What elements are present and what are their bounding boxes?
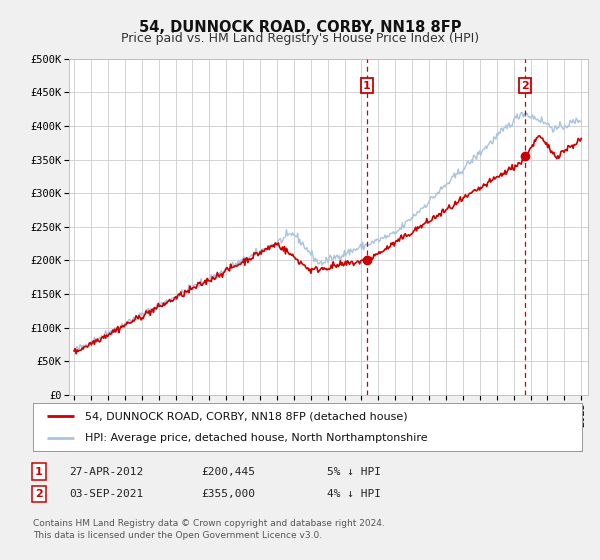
Text: HPI: Average price, detached house, North Northamptonshire: HPI: Average price, detached house, Nort… xyxy=(85,433,428,443)
Text: £355,000: £355,000 xyxy=(201,489,255,499)
Text: Price paid vs. HM Land Registry's House Price Index (HPI): Price paid vs. HM Land Registry's House … xyxy=(121,32,479,45)
Text: 4% ↓ HPI: 4% ↓ HPI xyxy=(327,489,381,499)
Text: 1: 1 xyxy=(35,466,43,477)
Text: 5% ↓ HPI: 5% ↓ HPI xyxy=(327,466,381,477)
Text: £200,445: £200,445 xyxy=(201,466,255,477)
Text: 27-APR-2012: 27-APR-2012 xyxy=(69,466,143,477)
Text: 03-SEP-2021: 03-SEP-2021 xyxy=(69,489,143,499)
Text: 2: 2 xyxy=(521,81,529,91)
Text: 2: 2 xyxy=(35,489,43,499)
Text: Contains HM Land Registry data © Crown copyright and database right 2024.
This d: Contains HM Land Registry data © Crown c… xyxy=(33,519,385,540)
Text: 1: 1 xyxy=(363,81,371,91)
Text: 54, DUNNOCK ROAD, CORBY, NN18 8FP (detached house): 54, DUNNOCK ROAD, CORBY, NN18 8FP (detac… xyxy=(85,411,408,421)
Text: 54, DUNNOCK ROAD, CORBY, NN18 8FP: 54, DUNNOCK ROAD, CORBY, NN18 8FP xyxy=(139,20,461,35)
